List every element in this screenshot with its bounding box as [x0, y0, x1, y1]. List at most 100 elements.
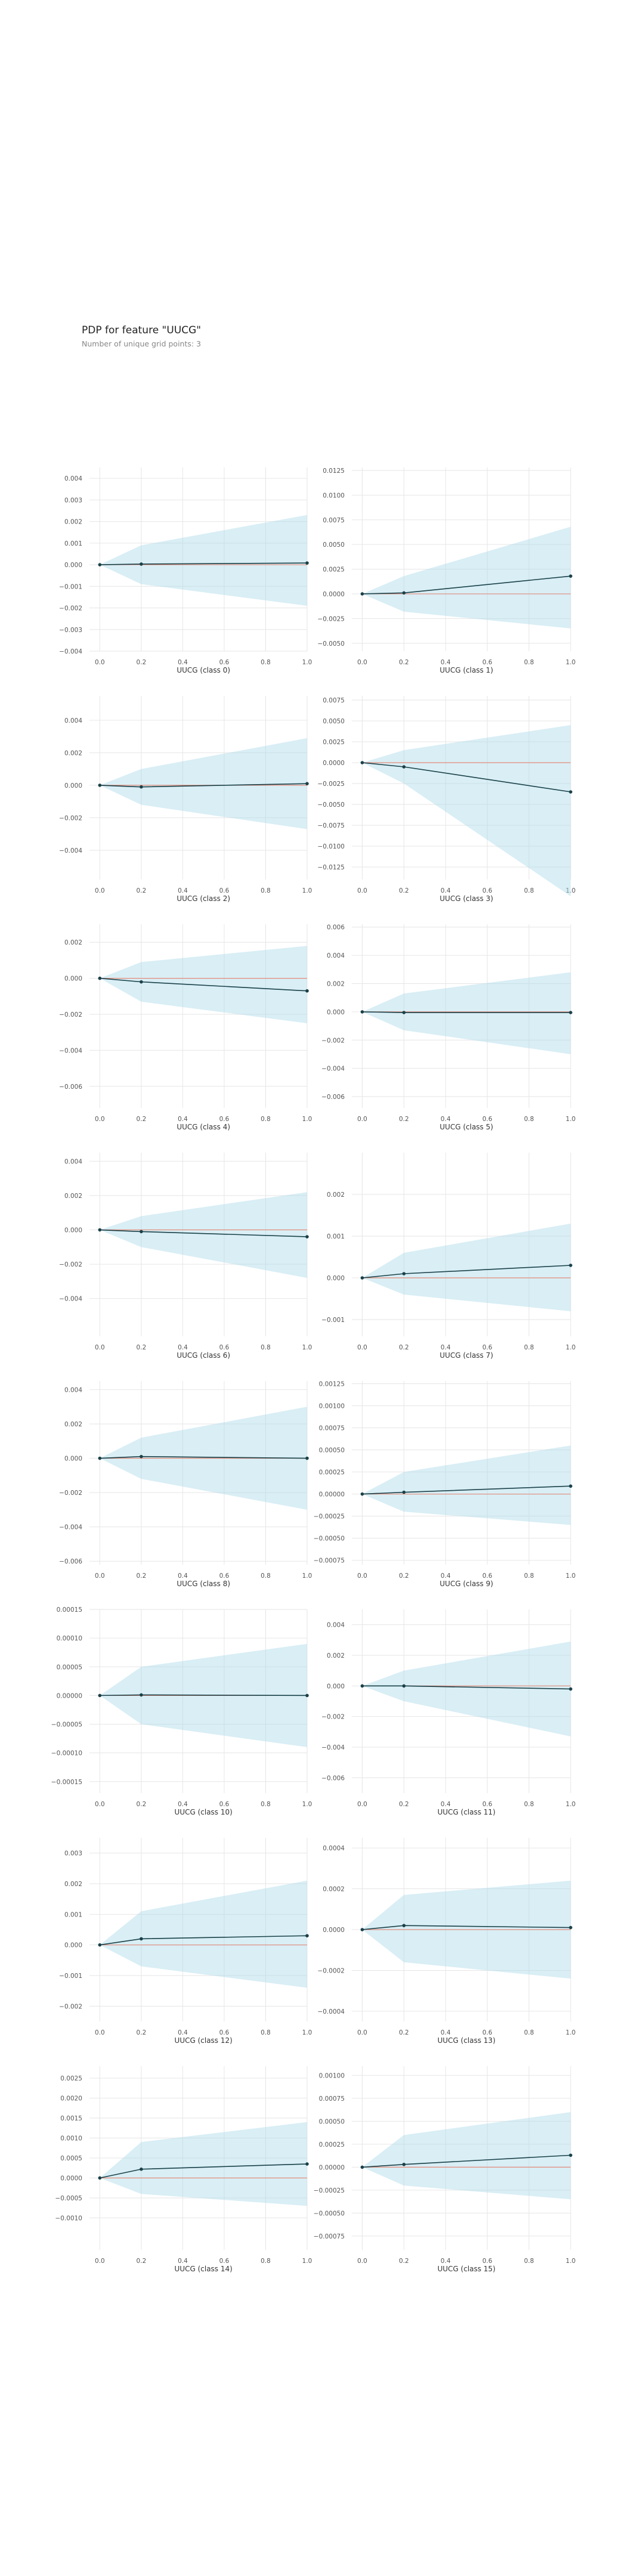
x-tick-label: 0.4: [441, 1344, 451, 1351]
y-tick-label: 0.00005: [57, 1664, 82, 1671]
y-tick-label: 0.0100: [323, 492, 345, 499]
pdp-point: [305, 2162, 309, 2166]
x-tick-label: 0.8: [524, 659, 534, 666]
pdp-point: [305, 782, 309, 785]
confidence-band: [100, 2122, 307, 2206]
y-tick-label: 0.0075: [323, 697, 345, 704]
x-tick-label: 0.2: [399, 1572, 409, 1580]
y-tick-label: −0.002: [321, 1714, 345, 1721]
x-tick-label: 1.0: [566, 2029, 576, 2036]
x-axis-label: UUCG (class 2): [177, 894, 230, 903]
x-tick-label: 0.8: [261, 1801, 271, 1808]
pdp-point: [402, 1272, 406, 1275]
x-tick-label: 0.6: [482, 1116, 493, 1123]
pdp-point: [402, 1684, 406, 1688]
pdp-point: [140, 1693, 143, 1697]
y-tick-label: −0.0100: [317, 843, 345, 850]
y-tick-label: 0.002: [64, 1421, 82, 1428]
y-tick-label: −0.002: [59, 815, 82, 822]
pdp-subplot: −0.002 −0.001 0.000 0.001 0.002 0.003 0.0 0.2 0.…: [59, 1838, 312, 2045]
y-tick-label: −0.00025: [314, 2187, 345, 2194]
y-tick-label: 0.00000: [57, 1692, 82, 1699]
y-tick-label: 0.003: [64, 497, 82, 504]
x-tick-label: 0.4: [178, 887, 188, 894]
y-tick-label: 0.004: [64, 717, 82, 724]
x-tick-label: 0.4: [178, 1344, 188, 1351]
x-tick-label: 1.0: [566, 1344, 576, 1351]
y-tick-label: 0.004: [64, 1386, 82, 1394]
x-axis-label: UUCG (class 15): [438, 2265, 496, 2273]
y-tick-label: −0.00050: [314, 1535, 345, 1543]
y-tick-label: 0.00000: [319, 2164, 345, 2171]
pdp-point: [360, 1684, 364, 1688]
y-tick-label: 0.0004: [323, 1845, 345, 1852]
y-tick-label: −0.0075: [317, 822, 345, 829]
x-tick-label: 1.0: [566, 2258, 576, 2265]
pdp-point: [98, 1456, 102, 1460]
x-tick-label: 0.8: [524, 1801, 534, 1808]
x-tick-label: 0.8: [261, 2258, 271, 2265]
pdp-subplot: −0.00015 −0.00010 −0.00005 0.00000 0.00005 0.…: [51, 1606, 312, 1816]
y-tick-label: −0.002: [59, 2003, 82, 2010]
y-tick-label: −0.00075: [314, 1558, 345, 1565]
y-tick-label: −0.001: [59, 1973, 82, 1980]
x-tick-label: 0.0: [357, 887, 367, 894]
y-tick-label: 0.00050: [319, 1447, 345, 1454]
y-tick-label: 0.002: [64, 1881, 82, 1888]
y-tick-label: −0.0005: [55, 2195, 82, 2202]
y-tick-label: −0.006: [321, 1775, 345, 1782]
x-tick-label: 0.2: [399, 1344, 409, 1351]
pdp-subplot: −0.0125 −0.0100 −0.0075 −0.0050 −0.0025 0.000…: [317, 696, 575, 903]
y-tick-label: −0.0050: [317, 801, 345, 809]
x-axis-label: UUCG (class 10): [175, 1808, 233, 1816]
x-tick-label: 0.8: [261, 1116, 271, 1123]
y-tick-label: −0.004: [321, 1066, 345, 1073]
y-tick-label: −0.002: [321, 1037, 345, 1044]
x-tick-label: 0.2: [137, 2029, 147, 2036]
y-tick-label: 0.000: [327, 1683, 345, 1690]
pdp-subplot: −0.006 −0.004 −0.002 0.000 0.002 0.004 0.0 0.2 0…: [59, 1381, 312, 1588]
x-axis-label: UUCG (class 0): [177, 666, 230, 674]
x-tick-label: 0.4: [441, 1116, 451, 1123]
x-tick-label: 0.2: [137, 1572, 147, 1580]
pdp-point: [569, 2153, 572, 2157]
y-tick-label: −0.001: [59, 583, 82, 590]
x-tick-label: 1.0: [302, 1801, 312, 1808]
pdp-point: [98, 563, 102, 566]
x-tick-label: 0.8: [261, 659, 271, 666]
x-tick-label: 0.2: [137, 1801, 147, 1808]
y-tick-label: 0.00025: [319, 2141, 345, 2148]
y-tick-label: 0.00050: [319, 2118, 345, 2125]
x-axis-label: UUCG (class 12): [175, 2036, 233, 2045]
x-tick-label: 0.8: [524, 1116, 534, 1123]
y-tick-label: −0.0025: [317, 781, 345, 788]
x-tick-label: 0.0: [95, 1801, 105, 1808]
y-tick-label: 0.000: [64, 782, 82, 789]
pdp-point: [402, 1490, 406, 1494]
y-tick-label: −0.00050: [314, 2210, 345, 2217]
pdp-point: [360, 1010, 364, 1014]
x-tick-label: 0.2: [399, 659, 409, 666]
pdp-point: [360, 761, 364, 764]
pdp-point: [360, 1492, 364, 1496]
confidence-band: [362, 1224, 571, 1311]
y-tick-label: 0.002: [64, 939, 82, 946]
confidence-band: [362, 2112, 571, 2200]
x-tick-label: 0.6: [219, 659, 230, 666]
x-axis-label: UUCG (class 4): [177, 1123, 230, 1131]
x-tick-label: 0.6: [482, 1344, 493, 1351]
x-tick-label: 0.2: [137, 1344, 147, 1351]
confidence-band: [100, 1880, 307, 1988]
x-tick-label: 0.8: [524, 2258, 534, 2265]
x-axis-label: UUCG (class 1): [439, 666, 493, 674]
x-tick-label: 0.6: [482, 1801, 493, 1808]
x-tick-label: 0.6: [219, 2029, 230, 2036]
y-tick-label: −0.00005: [51, 1722, 82, 1729]
pdp-point: [140, 562, 143, 566]
x-tick-label: 0.6: [482, 1572, 493, 1580]
pdp-point: [305, 989, 309, 993]
x-tick-label: 0.8: [261, 2029, 271, 2036]
pdp-point: [98, 784, 102, 787]
x-tick-label: 0.4: [178, 1116, 188, 1123]
